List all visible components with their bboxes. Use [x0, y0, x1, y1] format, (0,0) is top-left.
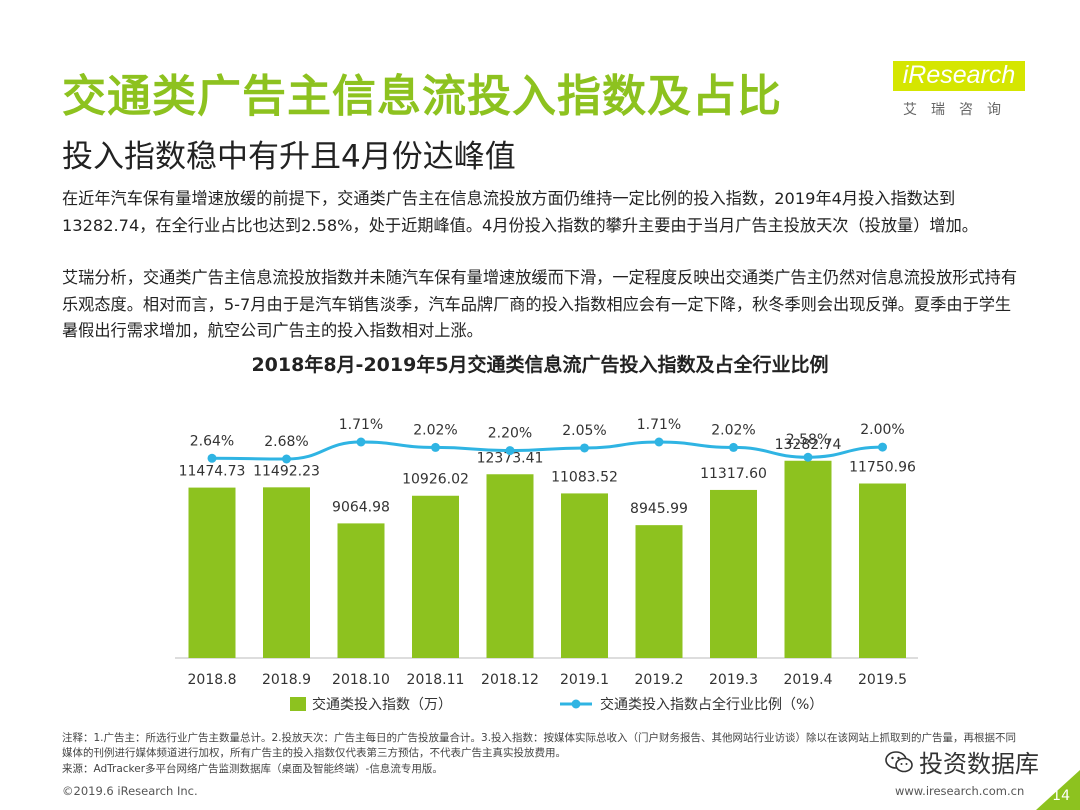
bar-value-label: 11750.96: [849, 459, 916, 475]
bar: [412, 495, 459, 658]
combo-chart: 11474.73 2018.8 11492.23 2018.9 9064.98 2018.…: [175, 417, 918, 713]
x-tick-label: 2019.3: [709, 672, 758, 688]
line-point: [729, 442, 738, 452]
bar: [561, 493, 608, 658]
bar-value-label: 11083.52: [551, 469, 618, 485]
body-paragraph-2: 艾瑞分析，交通类广告主信息流投放指数并未随汽车保有量增速放缓而下滑，一定程度反映…: [62, 268, 1018, 340]
line-value-label: 2.02%: [711, 422, 755, 438]
bar: [188, 487, 236, 658]
bar-value-label: 11317.60: [700, 466, 767, 482]
watermark-text: 投资数据库: [919, 750, 1039, 778]
page-number: 14: [1052, 788, 1070, 804]
logo-subtitle: 艾瑞咨询: [903, 102, 1015, 118]
logo-text: iResearch: [902, 61, 1016, 89]
bar-value-label: 11492.23: [253, 463, 320, 479]
bar: [263, 487, 310, 658]
bar: [486, 474, 534, 658]
line-point: [580, 443, 589, 453]
bar: [784, 460, 832, 658]
line-value-label: 2.00%: [860, 422, 904, 438]
line-point: [207, 453, 217, 463]
bar-value-label: 13282.74: [775, 437, 842, 453]
line-point: [505, 446, 515, 456]
line-value-label: 1.71%: [339, 417, 383, 433]
series-line: [211, 440, 883, 461]
body-paragraph-1: 在近年汽车保有量增速放缓的前提下，交通类广告主在信息流投放方面仍维持一定比例的投…: [62, 189, 978, 235]
line-value-label: 2.05%: [562, 423, 606, 439]
x-tick-label: 2018.10: [332, 672, 390, 688]
line-point: [803, 452, 813, 462]
line-point: [878, 442, 887, 452]
website-link[interactable]: www.iresearch.com.cn: [895, 784, 1025, 798]
bar-value-label: 9064.98: [332, 499, 390, 515]
bar: [859, 483, 906, 658]
x-tick-label: 2019.1: [560, 672, 609, 688]
bar-value-label: 8945.99: [630, 501, 688, 517]
line-point: [282, 454, 291, 464]
x-tick-label: 2019.5: [858, 672, 907, 688]
legend-label-line: 交通类投入指数占全行业比例（%）: [600, 696, 823, 713]
wechat-icon: [885, 750, 913, 772]
line-value-label: 2.20%: [488, 426, 532, 442]
bar: [337, 523, 385, 658]
x-tick-label: 2018.9: [262, 672, 311, 688]
logo-bar: [893, 61, 1025, 91]
x-tick-label: 2019.4: [784, 672, 833, 688]
x-tick-label: 2018.8: [188, 672, 237, 688]
bar-value-label: 12373.41: [477, 450, 544, 466]
page-subtitle: 投入指数稳中有升且4月份达峰值: [62, 139, 516, 175]
page-corner: [1036, 770, 1080, 810]
bar-value-label: 11474.73: [179, 464, 246, 480]
line-point: [356, 437, 366, 447]
line-value-label: 2.58%: [786, 432, 830, 448]
legend-swatch-point: [571, 699, 581, 709]
line-value-label: 2.64%: [190, 433, 234, 449]
line-value-label: 1.71%: [637, 417, 681, 433]
line-point: [654, 437, 664, 447]
legend-label-bar: 交通类投入指数（万）: [312, 696, 452, 713]
page-title: 交通类广告主信息流投入指数及占比: [62, 71, 782, 122]
x-tick-label: 2018.11: [407, 672, 465, 688]
iresearch-logo: iResearch 艾瑞咨询: [893, 55, 1025, 125]
x-tick-label: 2018.12: [481, 672, 539, 688]
line-value-label: 2.68%: [264, 434, 308, 450]
legend-swatch-bar: [290, 697, 306, 711]
watermark: 投资数据库: [885, 744, 1039, 779]
bar: [710, 489, 757, 658]
bar-value-label: 10926.02: [402, 472, 469, 488]
chart-note: 注释：1.广告主：所选行业广告主数量总计。2.投放天次：广告主每日的广告投放量合…: [62, 732, 1017, 759]
copyright: ©2019.6 iResearch Inc.: [62, 784, 198, 798]
x-tick-label: 2019.2: [635, 672, 684, 688]
bar: [635, 525, 683, 658]
chart-source: 来源：AdTracker多平台网络广告监测数据库（桌面及智能终端）-信息流专用版…: [62, 763, 443, 775]
line-point: [431, 442, 440, 452]
line-value-label: 2.02%: [413, 422, 457, 438]
chart-title: 2018年8月-2019年5月交通类信息流广告投入指数及占全行业比例: [251, 354, 829, 376]
